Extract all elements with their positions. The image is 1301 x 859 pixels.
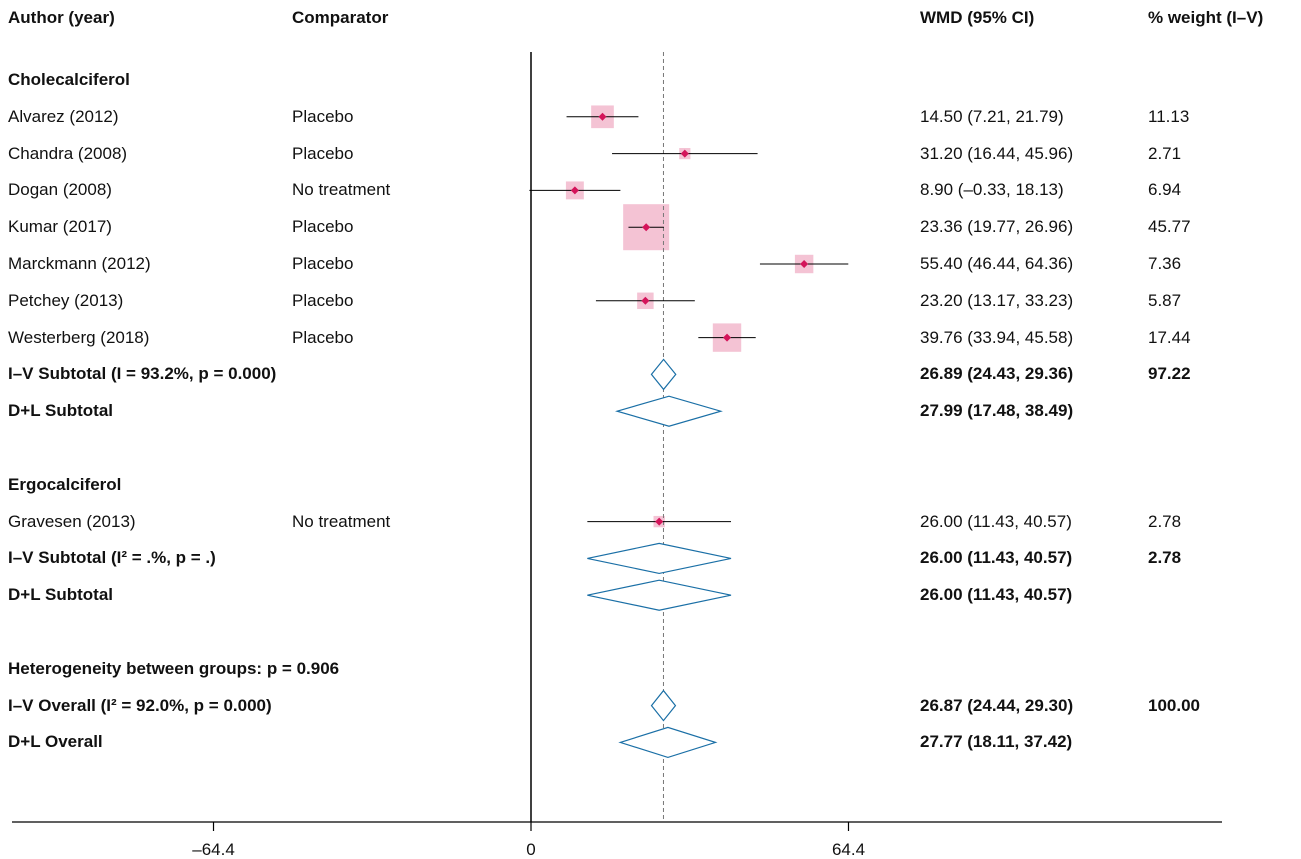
summary-wmd-ci: 26.00 (11.43, 40.57) <box>920 548 1073 568</box>
study-author: Chandra (2008) <box>8 143 128 163</box>
study-weight: 7.36 <box>1148 254 1182 273</box>
study-author: Kumar (2017) <box>8 217 112 237</box>
summary-wmd-ci: 27.77 (18.11, 37.42) <box>920 732 1073 752</box>
study-comparator: No treatment <box>292 180 391 200</box>
study-comparator: Placebo <box>292 217 354 237</box>
study-wmd-ci: 23.36 (19.77, 26.96) <box>920 217 1074 237</box>
summary-label: D+L Subtotal <box>8 585 113 605</box>
study-comparator: Placebo <box>292 290 354 310</box>
header-author: Author (year) <box>8 8 115 27</box>
study-wmd-ci: 26.00 (11.43, 40.57) <box>920 511 1072 531</box>
point-estimate <box>642 223 651 232</box>
summary-weight: 100.00 <box>1148 695 1200 715</box>
x-tick-label: 0 <box>526 840 535 859</box>
header-wmd: WMD (95% CI) <box>920 8 1035 27</box>
x-tick-label: 64.4 <box>832 840 865 859</box>
study-weight: 2.78 <box>1148 511 1182 531</box>
study-wmd-ci: 8.90 (–0.33, 18.13) <box>920 180 1064 200</box>
summary-diamond <box>587 579 732 611</box>
summary-label: I–V Subtotal (I = 93.2%, p = 0.000) <box>8 364 277 384</box>
summary-weight: 97.22 <box>1148 364 1191 384</box>
study-weight: 17.44 <box>1148 327 1191 347</box>
point-estimate <box>800 260 809 268</box>
group-heading: Cholecalciferol <box>8 70 130 89</box>
summary-label: I–V Overall (I² = 92.0%, p = 0.000) <box>8 695 272 715</box>
study-author: Dogan (2008) <box>8 180 112 200</box>
study-author: Petchey (2013) <box>8 290 124 310</box>
study-wmd-ci: 55.40 (46.44, 64.36) <box>920 254 1074 273</box>
study-comparator: Placebo <box>292 327 354 347</box>
summary-label: D+L Subtotal <box>8 401 113 421</box>
point-estimate <box>598 112 607 121</box>
study-comparator: Placebo <box>292 254 354 273</box>
study-author: Gravesen (2013) <box>8 511 136 531</box>
header-comparator: Comparator <box>292 8 389 27</box>
study-weight: 45.77 <box>1148 217 1191 237</box>
point-estimate <box>570 186 579 195</box>
study-wmd-ci: 39.76 (33.94, 45.58) <box>920 327 1074 347</box>
summary-diamond <box>650 689 677 722</box>
study-wmd-ci: 31.20 (16.44, 45.96) <box>920 143 1074 163</box>
study-author: Marckmann (2012) <box>8 254 151 273</box>
summary-wmd-ci: 27.99 (17.48, 38.49) <box>920 401 1074 421</box>
study-weight: 11.13 <box>1148 106 1190 126</box>
point-estimate <box>641 296 650 305</box>
group-heading: Heterogeneity between groups: p = 0.906 <box>8 658 340 678</box>
summary-wmd-ci: 26.89 (24.43, 29.36) <box>920 364 1074 384</box>
study-comparator: Placebo <box>292 143 354 163</box>
summary-weight: 2.78 <box>1148 548 1182 568</box>
summary-diamond <box>618 726 718 759</box>
study-comparator: Placebo <box>292 106 354 126</box>
summary-diamond <box>615 395 723 427</box>
study-wmd-ci: 14.50 (7.21, 21.79) <box>920 106 1064 126</box>
header-weight: % weight (I–V) <box>1148 8 1264 27</box>
summary-wmd-ci: 26.00 (11.43, 40.57) <box>920 585 1073 605</box>
study-wmd-ci: 23.20 (13.17, 33.23) <box>920 290 1074 310</box>
study-weight: 6.94 <box>1148 180 1182 200</box>
summary-wmd-ci: 26.87 (24.44, 29.30) <box>920 695 1074 715</box>
study-author: Alvarez (2012) <box>8 106 119 126</box>
point-estimate <box>680 149 689 158</box>
summary-diamond <box>650 358 677 391</box>
summary-label: I–V Subtotal (I² = .%, p = .) <box>8 548 216 568</box>
x-tick-label: –64.4 <box>192 840 235 859</box>
study-weight: 2.71 <box>1148 143 1182 163</box>
point-estimate <box>723 333 732 342</box>
study-author: Westerberg (2018) <box>8 327 150 347</box>
summary-diamond <box>587 542 732 575</box>
summary-label: D+L Overall <box>8 732 103 752</box>
point-estimate <box>655 517 664 526</box>
study-weight: 5.87 <box>1148 290 1182 310</box>
group-heading: Ergocalciferol <box>8 474 122 494</box>
study-comparator: No treatment <box>292 511 391 531</box>
